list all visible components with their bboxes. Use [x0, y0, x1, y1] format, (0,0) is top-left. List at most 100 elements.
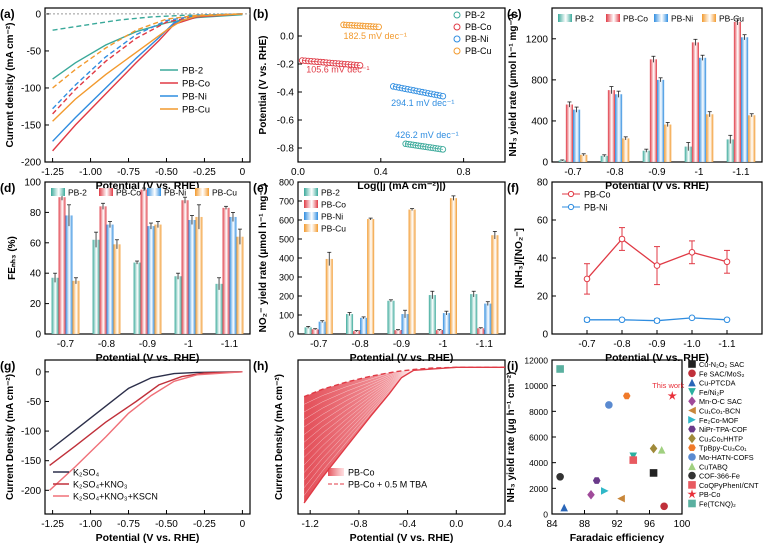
e-category-label: -0.7 — [310, 339, 328, 350]
g-series-line — [49, 371, 243, 466]
b-legend-marker — [453, 11, 461, 19]
c-panel-label: (c) — [507, 7, 522, 21]
f-data-point — [618, 235, 626, 243]
b-xtick-label: 0.8 — [457, 167, 471, 178]
e-bar — [353, 331, 361, 334]
d-ytick-label: 20 — [30, 299, 42, 310]
g-ytick-label: -150 — [21, 456, 41, 467]
c-legend-label: PB-Ni — [671, 14, 693, 24]
b-ylabel: Potential (V vs. RHE) — [258, 36, 269, 135]
e-bar — [484, 303, 492, 334]
c-category-label: -0.8 — [606, 167, 624, 178]
e-bar — [360, 317, 368, 334]
d-xlabel: Potential (V vs. RHE) — [96, 352, 200, 364]
f-data-point — [583, 275, 591, 283]
a-ytick-label: -200 — [21, 158, 41, 169]
e-ylabel: NO₂⁻ yield rate (μmol h⁻¹ mg⁻¹) — [258, 184, 269, 333]
a-xtick-label: -0.75 — [117, 167, 140, 178]
c-xlabel: Potential (V vs. RHE) — [605, 180, 709, 192]
i-xtick-label: 96 — [644, 519, 656, 530]
h-panel-label: (h) — [253, 359, 268, 373]
c-legend-label: PB-Cu — [719, 14, 744, 24]
d-bar — [106, 224, 114, 334]
i-legend-marker — [688, 462, 696, 471]
i-xtick-label: 92 — [611, 519, 623, 530]
f-legend-label: PB-Co — [584, 190, 611, 200]
d-bar — [174, 276, 182, 334]
b-xlabel: Log(|j (mA cm⁻²)|) — [357, 180, 446, 192]
c-bar — [741, 37, 749, 163]
h-axes-frame — [297, 359, 506, 515]
i-legend-label: COF-366-Fe — [699, 472, 740, 481]
i-legend-label: Mn-O-C SAC — [699, 397, 742, 406]
f-ytick-label: 40 — [537, 254, 549, 265]
h-xtick-label: -0.4 — [399, 519, 417, 530]
f-category-label: -0.7 — [578, 339, 596, 350]
d-bar — [72, 280, 80, 334]
f-legend-marker — [567, 190, 575, 198]
i-xtick-label: 84 — [546, 519, 558, 530]
b-ytick-label: -0.6 — [277, 116, 295, 127]
c-bar — [580, 154, 588, 162]
i-data-point — [617, 494, 625, 503]
e-ytick-label: 100 — [279, 311, 294, 321]
d-bar — [236, 236, 244, 334]
i-legend-marker — [688, 453, 696, 461]
e-category-label: -1.1 — [476, 339, 494, 350]
b-legend-marker — [453, 23, 461, 31]
d-bar — [181, 200, 189, 334]
i-data-point — [629, 456, 638, 464]
a-ytick-label: -50 — [27, 46, 42, 57]
i-legend-label: CuTABQ — [699, 462, 728, 471]
f-data-point — [688, 314, 696, 322]
e-legend-label: PB-Co — [321, 200, 346, 210]
i-data-point — [556, 365, 564, 373]
a-series-line — [52, 13, 243, 122]
e-bar — [304, 327, 312, 334]
f-data-point — [618, 316, 626, 324]
i-data-point — [657, 446, 666, 454]
g-series-line — [49, 371, 243, 451]
c-legend-swatch — [606, 14, 620, 22]
d-legend-swatch — [195, 188, 209, 196]
d-bar — [229, 216, 237, 334]
b-legend-label: PB-2 — [465, 10, 485, 20]
g-xlabel: Potential (V vs. RHE) — [96, 532, 200, 544]
i-ylabel: NH₃ yield rate (μg h⁻¹ cm⁻²) — [506, 372, 517, 503]
i-panel-label: (i) — [507, 359, 518, 373]
f-ylabel: [NH₃]/[NO₂⁻] — [514, 228, 525, 288]
b-fit-line — [393, 86, 443, 97]
d-bar — [65, 215, 73, 334]
a-ytick-label: -100 — [21, 83, 41, 94]
f-data-point — [723, 316, 731, 324]
d-bar — [58, 197, 66, 334]
c-bar — [684, 146, 692, 162]
f-data-point — [688, 249, 696, 256]
b-legend-label: PB-Ni — [465, 34, 489, 44]
i-legend-label: Fe/Ni₂P — [699, 388, 724, 397]
f-category-label: -1.0 — [683, 339, 701, 350]
g-xtick-label: -1.00 — [79, 519, 102, 530]
c-legend-swatch — [702, 14, 716, 22]
i-data-point — [623, 392, 631, 400]
d-bar — [113, 244, 121, 334]
i-data-point — [587, 489, 595, 500]
i-legend-marker — [688, 406, 696, 415]
a-legend-label: PB-2 — [182, 66, 203, 77]
g-xtick-label: -0.25 — [193, 519, 216, 530]
c-bar — [726, 139, 734, 162]
c-ytick-label: 1200 — [526, 34, 549, 45]
f-legend-label: PB-Ni — [584, 203, 608, 213]
e-ytick-label: 300 — [279, 273, 294, 283]
c-bar — [607, 90, 615, 162]
g-ytick-label: -200 — [21, 486, 41, 497]
d-ytick-label: 40 — [30, 269, 42, 280]
h-series-line — [303, 366, 505, 398]
h-series-line — [303, 366, 505, 504]
i-legend-label: CoQPyPhenI/CNT — [699, 481, 759, 490]
h-ylabel: Current Density (mA cm⁻²) — [274, 374, 285, 500]
i-legend-marker — [688, 388, 696, 396]
i-legend-label: Mo-HATN-COFS — [699, 453, 754, 462]
c-category-label: -0.7 — [564, 167, 582, 178]
i-legend-marker — [688, 481, 696, 489]
